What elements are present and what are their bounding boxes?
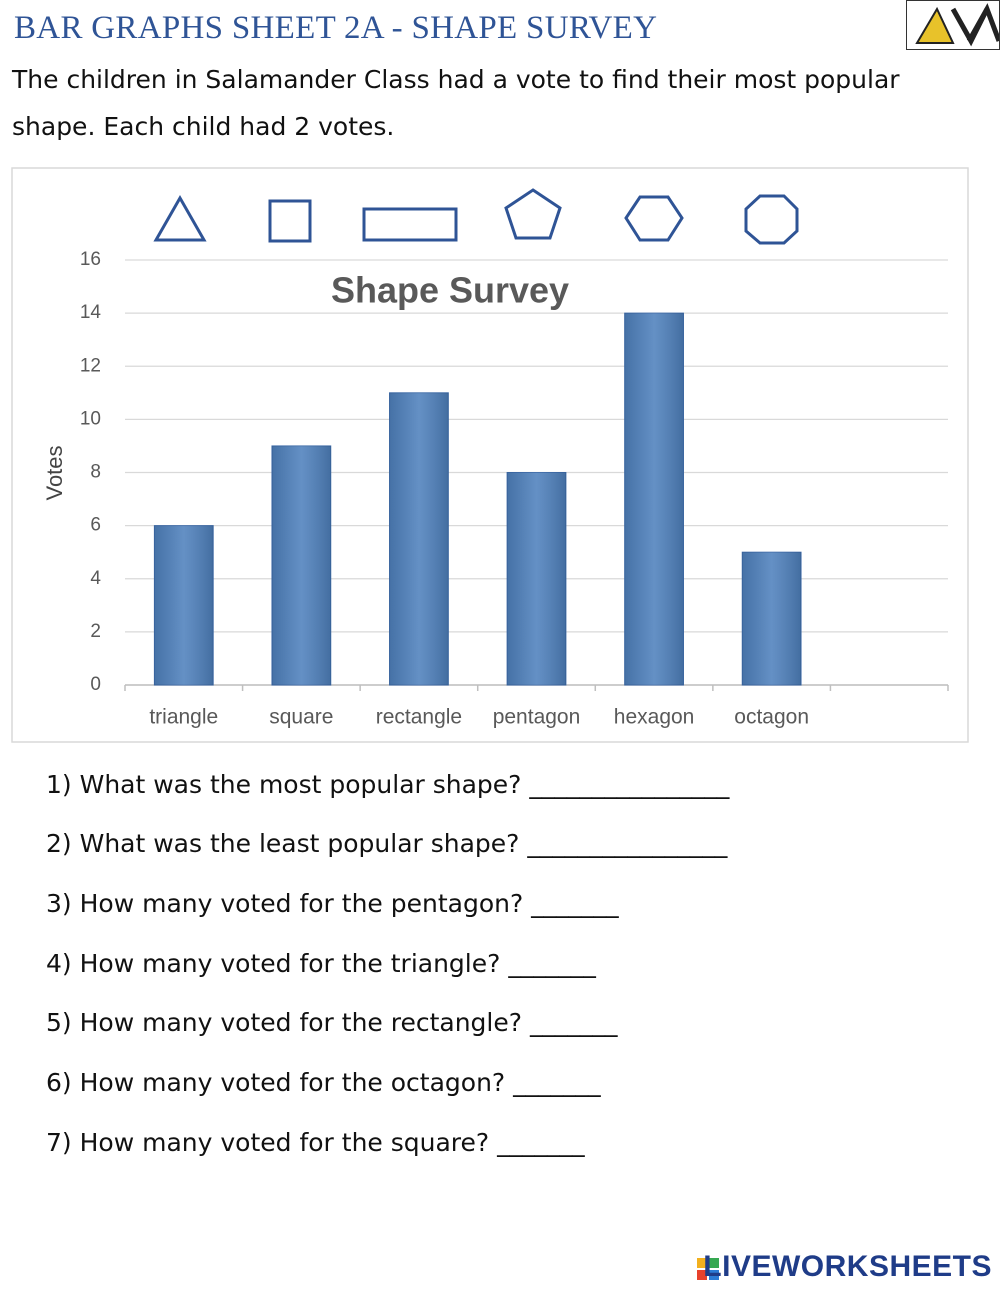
brand-icon (697, 1258, 719, 1280)
brand: LIVEWORKSHEETS (703, 1250, 992, 1283)
y-tick-label: 2 (90, 621, 101, 642)
question: 7) How many voted for the square? ______… (46, 1128, 585, 1157)
y-tick-label: 0 (90, 674, 101, 695)
question: 3) How many voted for the pentagon? ____… (46, 889, 619, 918)
logo (906, 0, 1000, 50)
y-tick-label: 16 (80, 249, 101, 270)
bar-shading (507, 472, 566, 685)
sheet-title: BAR GRAPHS SHEET 2A - SHAPE SURVEY (14, 10, 658, 46)
bar-shading (389, 392, 449, 685)
y-tick-label: 12 (80, 355, 101, 376)
y-tick-label: 4 (90, 568, 101, 589)
x-tick-label: rectangle (376, 706, 462, 729)
x-tick-label: octagon (734, 706, 809, 729)
bar-shading (742, 552, 802, 685)
y-tick-label: 10 (80, 408, 101, 429)
bar-shading (154, 525, 214, 685)
question: 5) How many voted for the rectangle? ___… (46, 1008, 618, 1037)
intro-text: The children in Salamander Class had a v… (12, 65, 900, 141)
question: 2) What was the least popular shape? ___… (46, 829, 728, 858)
bar-shading (271, 445, 331, 685)
y-tick-label: 8 (90, 462, 101, 483)
x-tick-label: hexagon (614, 706, 695, 729)
bar-shading (624, 313, 684, 685)
y-axis-label: Votes (42, 445, 67, 500)
y-tick-label: 14 (80, 302, 102, 323)
question: 6) How many voted for the octagon? _____… (46, 1068, 601, 1097)
chart-title: Shape Survey (331, 270, 569, 311)
y-tick-label: 6 (90, 515, 101, 536)
shape-icons (153, 188, 799, 245)
chart: Shape Survey Votes 0 2 4 6 8 10 12 14 16 triangle… (11, 167, 969, 743)
x-tick-label: square (269, 706, 333, 729)
question: 1) What was the most popular shape? ____… (46, 770, 730, 799)
question: 4) How many voted for the triangle? ____… (46, 949, 596, 978)
x-tick-label: triangle (149, 706, 218, 729)
x-tick-label: pentagon (493, 706, 581, 729)
